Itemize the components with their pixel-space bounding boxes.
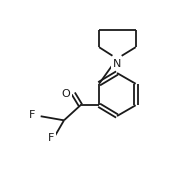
Text: F: F [47, 133, 55, 142]
Text: F: F [48, 133, 54, 142]
Text: F: F [29, 110, 35, 120]
Text: N: N [112, 59, 122, 69]
Text: N: N [113, 59, 121, 69]
Text: O: O [61, 89, 70, 99]
Text: F: F [28, 110, 35, 120]
Text: O: O [62, 89, 70, 99]
